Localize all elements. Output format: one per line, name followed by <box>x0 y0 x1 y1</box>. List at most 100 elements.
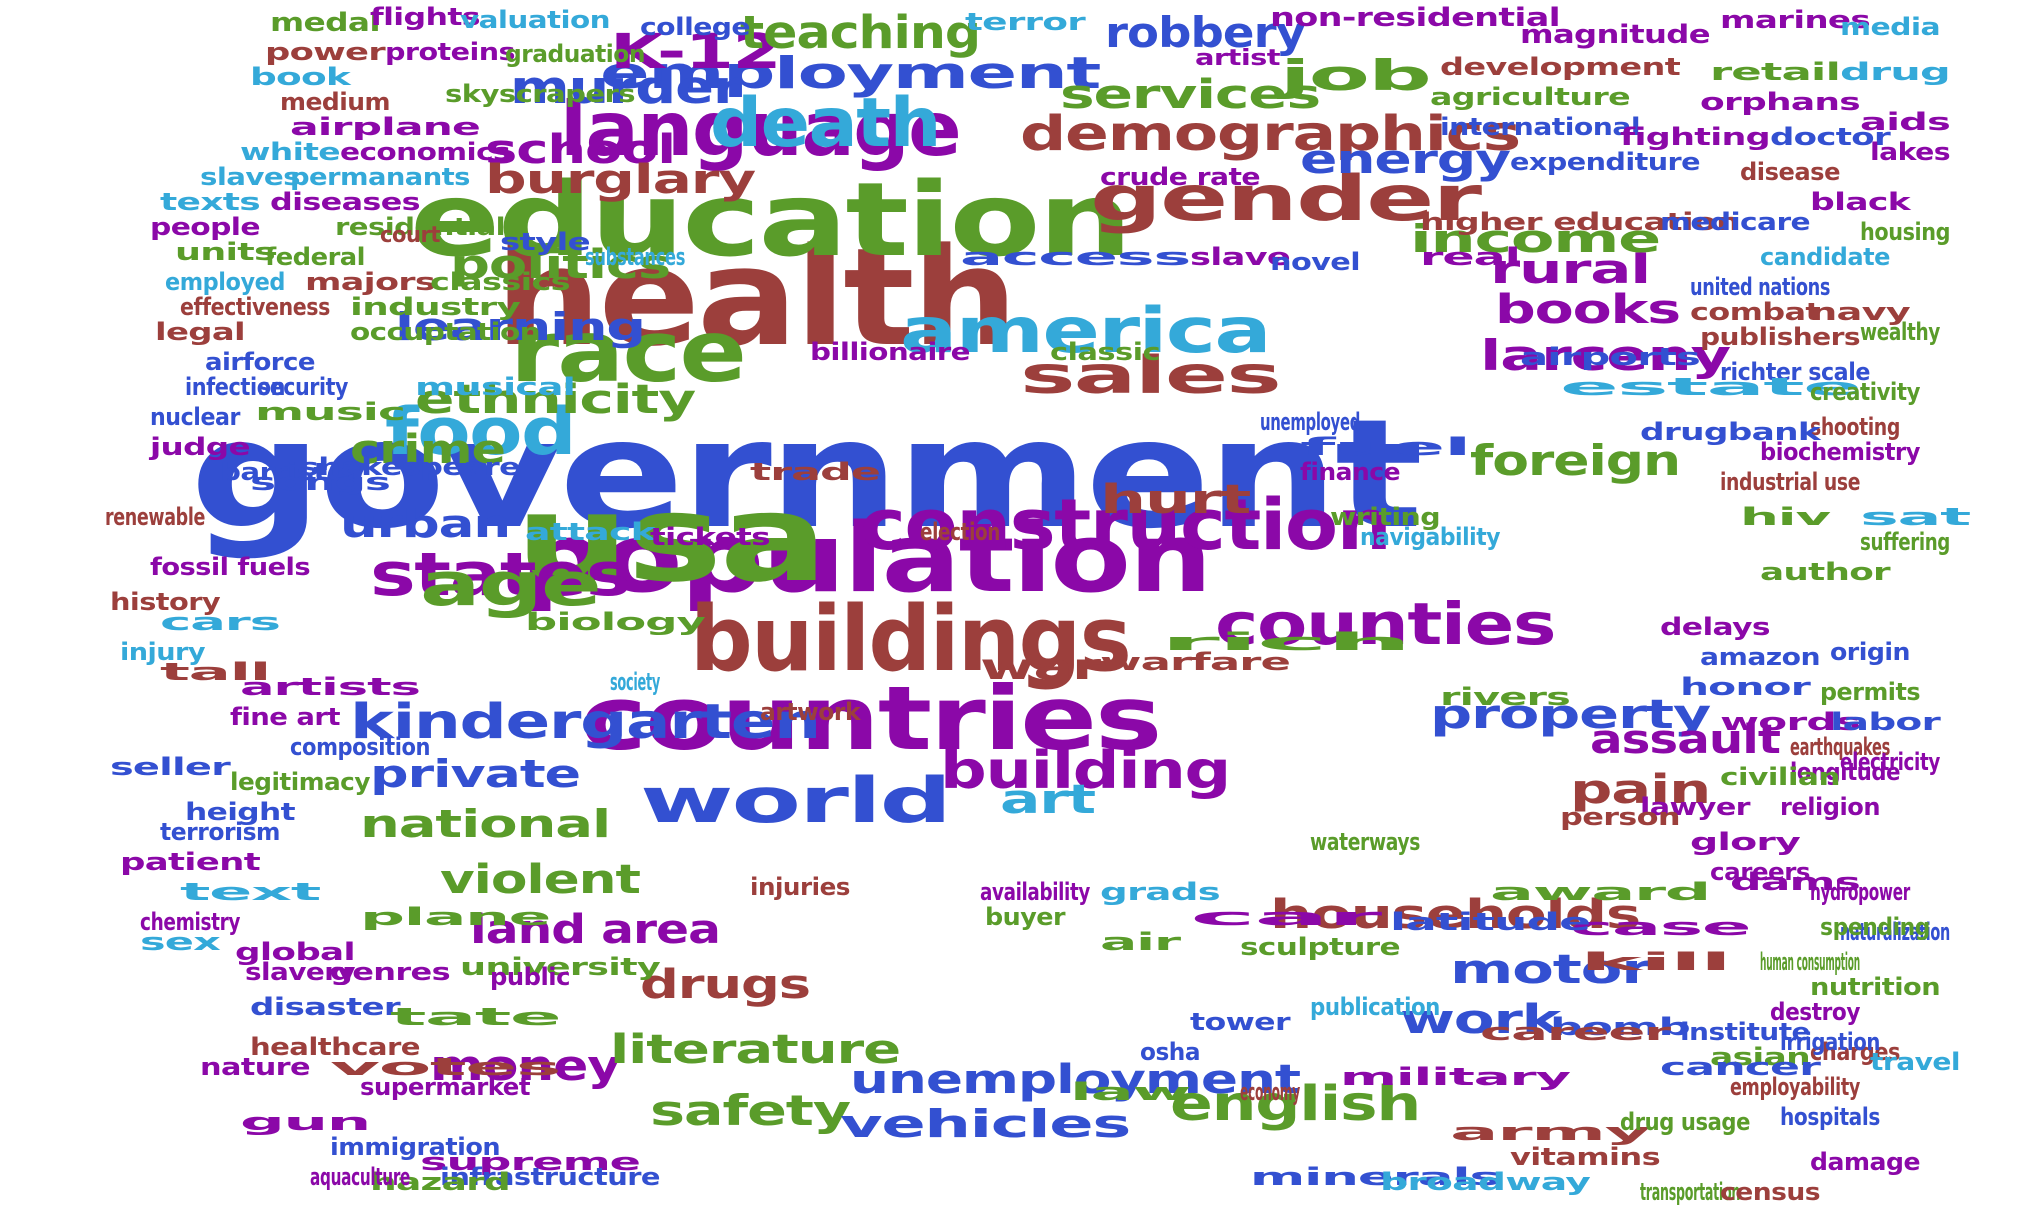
word-cloud-word: expenditure <box>1510 148 1701 176</box>
word-cloud-word: rivers <box>1440 683 1571 711</box>
word-cloud-word: grads <box>1100 878 1221 906</box>
word-cloud-word: fine art <box>230 703 341 731</box>
word-cloud-word: language <box>560 85 962 173</box>
word-cloud-word: longitude <box>1790 758 1901 786</box>
word-cloud-word: employment <box>600 48 1101 99</box>
word-cloud-word: permits <box>1820 678 1921 706</box>
word-cloud-word: institute <box>1680 1018 1811 1046</box>
word-cloud-word: foreign <box>1470 436 1681 485</box>
word-cloud-word: aids <box>1860 108 1951 136</box>
word-cloud-word: classics <box>430 268 571 296</box>
word-cloud-word: world <box>640 764 952 837</box>
word-cloud-word: labor <box>1830 708 1941 736</box>
word-cloud-word: public <box>490 963 570 991</box>
word-cloud-word: healthcare <box>250 1033 421 1061</box>
word-cloud-word: teaching <box>740 6 981 59</box>
word-cloud-word: school <box>485 127 676 173</box>
word-cloud-word: rich <box>1160 628 1412 656</box>
word-cloud-word: urban <box>340 502 511 546</box>
word-cloud-word: composition <box>290 733 431 761</box>
word-cloud-word: travel <box>1870 1048 1961 1076</box>
word-cloud-word: death <box>710 84 942 163</box>
word-cloud-word: airplane <box>290 113 481 141</box>
word-cloud-word: tate <box>390 1003 562 1031</box>
word-cloud-word: artist <box>1195 46 1281 71</box>
word-cloud-word: air <box>1100 928 1181 956</box>
word-cloud-word: candidate <box>1760 243 1890 271</box>
word-cloud-word: gender <box>1090 162 1482 235</box>
word-cloud-word: transportation <box>1640 1178 1741 1206</box>
word-cloud-word: renewable <box>105 503 206 531</box>
word-cloud-word: book <box>250 63 351 91</box>
word-cloud-word: america <box>900 294 1272 367</box>
word-cloud-word: chemistry <box>140 908 241 936</box>
word-cloud-word: origin <box>1830 638 1910 666</box>
word-cloud-word: race <box>510 303 747 402</box>
word-cloud-word: patient <box>120 848 261 876</box>
word-cloud-word: fighting <box>1620 123 1771 151</box>
word-cloud-word: supermarket <box>360 1073 531 1101</box>
word-cloud-word: infrastructure <box>440 1163 660 1191</box>
word-cloud-word: lawyer <box>1640 793 1751 821</box>
word-cloud-word: slave <box>1190 243 1291 271</box>
word-cloud-word: sculpture <box>1240 933 1401 961</box>
word-cloud-word: private <box>370 752 581 796</box>
word-cloud-word: development <box>1440 53 1681 81</box>
word-cloud-word: income <box>1410 217 1661 261</box>
word-cloud-word: disaster <box>250 993 401 1021</box>
word-cloud-word: election <box>920 518 1001 546</box>
word-cloud-word: retail <box>1710 58 1841 86</box>
word-cloud-word: car <box>1190 903 1382 931</box>
word-cloud-word: pain <box>1570 767 1711 813</box>
word-cloud-word: kindergarten <box>350 694 821 750</box>
word-cloud-word: glory <box>1690 828 1801 856</box>
word-cloud-word: law <box>1070 1078 1191 1106</box>
word-cloud-word: latitude <box>1390 908 1591 936</box>
word-cloud-word: politics <box>450 242 671 288</box>
word-cloud-word: biochemistry <box>1760 438 1920 466</box>
word-cloud-word: national <box>360 802 611 846</box>
word-cloud-word: real <box>1420 243 1521 271</box>
word-cloud-word: suffering <box>1860 528 1950 556</box>
word-cloud-word: nature <box>200 1053 311 1081</box>
word-cloud-word: estate <box>1560 373 1862 401</box>
word-cloud-word: author <box>1760 558 1891 586</box>
word-cloud-word: tower <box>1190 1008 1291 1036</box>
word-cloud-word: judge <box>150 433 251 461</box>
word-cloud-word: graduation <box>505 40 645 68</box>
word-cloud-word: navigability <box>1360 523 1501 551</box>
word-cloud-word: sex <box>140 928 221 956</box>
word-cloud-word: diseases <box>270 188 421 216</box>
word-cloud-word: artwork <box>760 698 861 726</box>
word-cloud-word: industry <box>350 293 521 321</box>
word-cloud-word: writing <box>1330 503 1441 531</box>
word-cloud-word: votes <box>330 1053 562 1081</box>
word-cloud-word: sat <box>1860 503 1971 531</box>
word-cloud-word: religion <box>1780 793 1881 821</box>
word-cloud-word: valuation <box>460 6 611 34</box>
word-cloud-word: university <box>460 953 661 981</box>
word-cloud-word: energy <box>1300 137 1511 183</box>
word-cloud-word: drugbank <box>1640 418 1821 446</box>
word-cloud-word: larceny <box>1480 331 1731 380</box>
word-cloud-word: white <box>240 138 341 166</box>
word-cloud-word: wealthy <box>1860 318 1940 346</box>
word-cloud-word: publishers <box>1700 323 1861 351</box>
word-cloud-word: injuries <box>750 873 850 901</box>
word-cloud-word: songs <box>250 468 391 496</box>
word-cloud-word: violent <box>440 857 641 903</box>
word-cloud-word: shooting <box>1810 413 1900 441</box>
word-cloud-word: literature <box>610 1027 901 1073</box>
word-cloud-word: airforce <box>205 348 316 376</box>
word-cloud-word: fossil fuels <box>150 553 311 581</box>
word-cloud-word: access <box>960 243 1191 271</box>
word-cloud-word: non-residential <box>1270 3 1561 33</box>
word-cloud-word: slavery <box>245 958 356 986</box>
word-cloud-word: destroy <box>1770 998 1861 1026</box>
word-cloud-word: vitamins <box>1510 1143 1661 1171</box>
word-cloud-word: court <box>380 223 441 248</box>
word-cloud-word: media <box>1840 13 1941 41</box>
word-cloud-word: assault <box>1590 717 1781 763</box>
word-cloud-word: units <box>175 238 276 266</box>
word-cloud-word: osha <box>1140 1038 1201 1066</box>
